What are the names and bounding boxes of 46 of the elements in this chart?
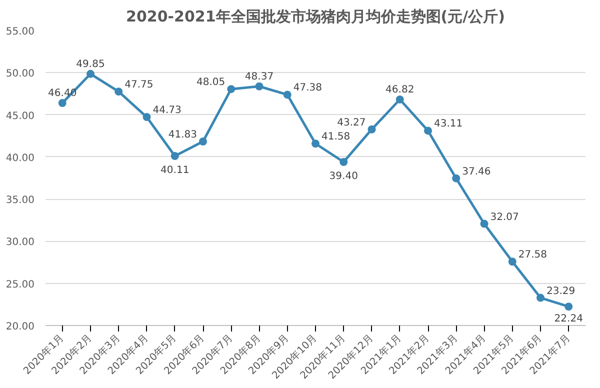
data-label: 44.73 [152, 105, 182, 116]
data-label: 43.11 [434, 118, 463, 130]
data-label: 27.58 [518, 250, 548, 261]
data-label: 39.40 [329, 170, 358, 182]
y-tick-label: 50.00 [6, 68, 35, 80]
point [536, 294, 544, 302]
y-tick-label: 20.00 [6, 322, 35, 332]
data-label: 23.29 [546, 286, 576, 297]
y-tick-label: 25.00 [6, 279, 35, 290]
point [142, 113, 151, 122]
point [424, 126, 432, 135]
data-label: 22.24 [554, 314, 583, 325]
point [508, 258, 516, 266]
point [199, 138, 207, 146]
point [340, 158, 348, 166]
data-label: 47.75 [124, 80, 154, 91]
y-tick-label: 40.00 [6, 152, 35, 164]
data-label: 32.07 [490, 212, 519, 223]
point [114, 88, 123, 96]
point [227, 85, 236, 94]
point [283, 90, 292, 99]
data-label: 41.58 [322, 132, 350, 143]
point [170, 152, 179, 160]
point [564, 302, 573, 311]
data-label: 48.05 [196, 77, 226, 88]
point [480, 220, 488, 228]
data-label: 47.38 [293, 82, 322, 94]
y-tick-label: 55.00 [6, 26, 35, 38]
point [396, 95, 404, 104]
chart-title: 2020-2021年全国批发市场猪肉月均价走势图(元/公斤) [126, 8, 505, 26]
y-tick-label: 30.00 [6, 237, 35, 248]
point [452, 174, 460, 182]
data-label: 40.11 [160, 165, 190, 176]
point [368, 125, 376, 134]
point [86, 70, 94, 78]
data-label: 43.27 [337, 117, 366, 128]
data-label: 48.37 [244, 71, 274, 82]
data-label: 37.46 [462, 166, 491, 178]
data-label: 49.85 [76, 58, 105, 70]
data-label: 41.83 [168, 130, 198, 141]
point [312, 140, 320, 148]
data-label: 46.82 [386, 84, 414, 96]
y-tick-label: 35.00 [6, 195, 35, 206]
point [255, 82, 264, 90]
y-tick-label: 45.00 [6, 110, 35, 122]
point [58, 98, 66, 107]
